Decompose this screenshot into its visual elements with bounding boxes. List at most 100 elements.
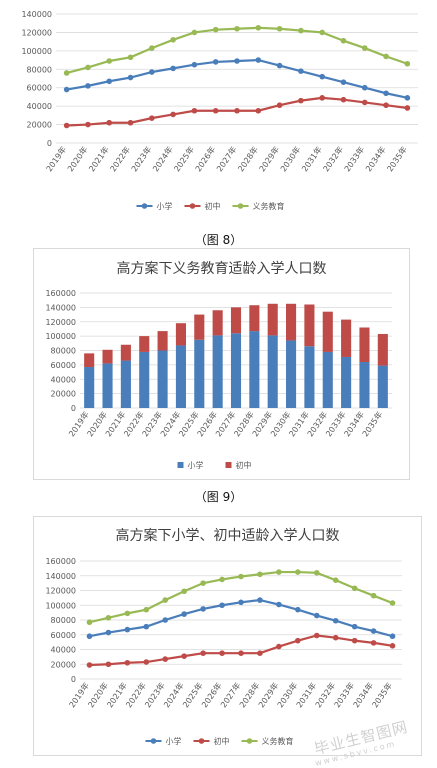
data-point-s0-14	[361, 84, 368, 91]
x-tick-label: 2025年	[172, 144, 196, 173]
legend-label: 初中	[236, 460, 252, 470]
data-point-s0-0	[86, 633, 93, 640]
y-tick-label: 160000	[45, 289, 76, 298]
data-point-s1-2	[106, 119, 113, 126]
bar-junior-3	[139, 336, 150, 352]
data-point-s0-1	[85, 83, 91, 89]
y-tick-label: 140000	[45, 303, 76, 312]
data-point-s2-2	[106, 58, 113, 64]
bar-primary-2	[120, 360, 131, 408]
data-point-s2-14	[361, 45, 368, 51]
data-point-s1-0	[86, 662, 93, 668]
data-point-s2-7	[219, 576, 225, 583]
legend-label: 初中	[214, 736, 230, 746]
data-point-s1-15	[383, 102, 389, 109]
x-tick-label: 2023年	[129, 144, 153, 173]
data-point-s0-13	[332, 617, 339, 624]
y-tick-label: 60000	[27, 84, 52, 93]
y-tick-label: 40000	[51, 375, 76, 384]
bar-junior-12	[304, 304, 315, 347]
bar-junior-14	[341, 319, 352, 357]
x-tick-label: 2028年	[235, 144, 259, 173]
legend-marker	[141, 203, 148, 209]
data-point-s2-8	[238, 573, 244, 580]
x-tick-label: 2024年	[150, 144, 174, 173]
bar-primary-8	[230, 333, 242, 408]
x-tick-label: 2032年	[321, 144, 345, 173]
legend-marker	[225, 462, 232, 468]
y-tick-label: 60000	[51, 361, 76, 370]
chart-panel-2: 高方案下义务教育适龄入学人口数 0 20000 40000 60000 80000 1000…	[33, 248, 410, 480]
data-point-s0-8	[234, 58, 240, 64]
data-point-s2-7	[212, 26, 219, 33]
data-point-s1-15	[370, 640, 377, 646]
data-point-s0-12	[319, 73, 325, 80]
data-point-s1-11	[298, 97, 304, 104]
legend-label: 义务教育	[253, 201, 285, 211]
line-chart-1: 0 20000 40000 60000 80000 100000 120000 140000 2…	[21, 10, 418, 211]
bar-primary-16	[377, 365, 388, 408]
series-line-2	[66, 26, 408, 75]
data-point-s0-13	[340, 79, 347, 85]
data-point-s2-13	[340, 37, 347, 44]
data-point-s1-14	[361, 99, 368, 106]
data-point-s2-15	[370, 592, 377, 599]
data-point-s0-12	[313, 612, 320, 619]
bar-primary-3	[139, 351, 150, 408]
data-point-s1-9	[257, 650, 263, 656]
data-point-s0-3	[143, 623, 150, 630]
chart-panel-3: 高方案下小学、初中适龄入学人口数 0 20000 40000 60000 80000 100…	[33, 516, 422, 756]
data-point-s1-7	[219, 650, 225, 656]
legend-label: 义务教育	[262, 736, 294, 746]
stacked-bar-chart: 高方案下义务教育适龄入学人口数 0 20000 40000 60000 80000 1000…	[45, 260, 392, 470]
figure-caption-9: （图 9）	[194, 490, 243, 504]
data-point-s0-5	[181, 611, 187, 617]
data-point-s0-5	[170, 65, 176, 72]
chart-title: 高方案下小学、初中适龄入学人口数	[116, 527, 340, 544]
y-tick-label: 160000	[45, 557, 76, 566]
bar-junior-6	[194, 314, 205, 340]
legend-label: 小学	[166, 736, 182, 746]
y-tick-label: 140000	[21, 10, 52, 19]
data-point-s0-7	[219, 602, 225, 609]
y-tick-label: 80000	[27, 65, 52, 74]
data-point-s2-8	[234, 25, 240, 32]
x-tick-label: 2029年	[257, 144, 281, 173]
x-tick-label: 2026年	[193, 144, 217, 173]
y-tick-label: 40000	[27, 102, 52, 111]
bar-primary-9	[249, 331, 260, 408]
data-point-s1-14	[351, 637, 358, 644]
data-point-s0-11	[298, 68, 304, 74]
data-point-s2-5	[170, 37, 176, 43]
y-tick-label: 80000	[51, 347, 76, 356]
data-point-s2-4	[149, 45, 155, 51]
data-point-s0-11	[295, 606, 301, 613]
bar-junior-0	[84, 353, 95, 368]
data-point-s0-7	[212, 59, 219, 65]
x-tick-label: 2021年	[86, 144, 110, 173]
y-tick-label: 100000	[45, 601, 76, 610]
data-point-s0-10	[276, 601, 282, 608]
data-point-s1-12	[313, 632, 320, 639]
chart-title: 高方案下义务教育适龄入学人口数	[117, 260, 327, 277]
data-point-s0-9	[255, 57, 262, 63]
y-tick-label: 140000	[45, 572, 76, 581]
bar-primary-5	[175, 345, 186, 408]
data-point-s2-6	[200, 580, 206, 586]
data-point-s2-3	[127, 54, 134, 61]
data-point-s0-2	[106, 78, 113, 85]
data-point-s1-3	[127, 119, 134, 126]
data-point-s2-6	[191, 29, 198, 36]
data-point-s2-13	[332, 577, 339, 583]
data-point-s1-2	[124, 659, 131, 666]
data-point-s2-16	[404, 60, 411, 67]
y-tick-label: 0	[71, 404, 76, 413]
bar-primary-6	[194, 339, 205, 408]
data-point-s2-10	[276, 569, 282, 575]
bar-junior-4	[157, 331, 168, 351]
data-point-s0-16	[404, 95, 411, 101]
x-tick-label: 2027年	[214, 144, 238, 173]
y-tick-label: 80000	[51, 616, 76, 625]
data-point-s1-16	[404, 105, 411, 111]
data-point-s0-16	[389, 633, 396, 640]
